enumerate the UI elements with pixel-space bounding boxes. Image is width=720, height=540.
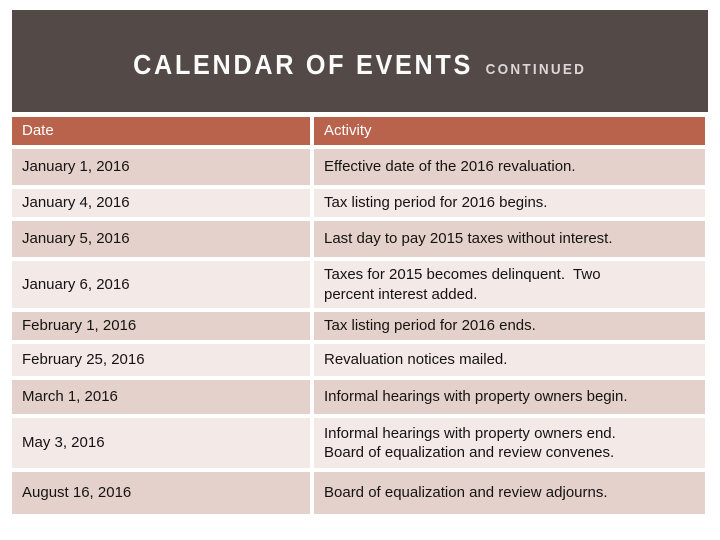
date-cell: February 1, 2016 xyxy=(12,312,310,341)
slide-title: CALENDAR OF EVENTS xyxy=(133,49,474,80)
date-cell: January 1, 2016 xyxy=(12,148,310,185)
activity-cell: Revaluation notices mailed. xyxy=(314,344,705,377)
date-cell: May 3, 2016 xyxy=(12,418,310,469)
activity-cell: Informal hearings with property owners b… xyxy=(314,380,705,415)
date-cell: February 25, 2016 xyxy=(12,344,310,377)
activity-cell: Tax listing period for 2016 begins. xyxy=(314,188,705,217)
activity-cell: Informal hearings with property owners e… xyxy=(314,418,705,469)
header-cell-date: Date xyxy=(12,117,310,145)
date-cell: January 5, 2016 xyxy=(12,220,310,257)
date-cell: January 6, 2016 xyxy=(12,260,310,309)
slide-subtitle: CONTINUED xyxy=(485,61,587,78)
slide-heading: CALENDAR OF EVENTS CONTINUED xyxy=(134,49,587,81)
activity-cell: Last day to pay 2015 taxes without inter… xyxy=(314,220,705,257)
header-cell-activity: Activity xyxy=(314,117,705,145)
activity-cell: Effective date of the 2016 revaluation. xyxy=(314,148,705,185)
activity-cell: Board of equalization and review adjourn… xyxy=(314,472,705,515)
activity-cell: Taxes for 2015 becomes delinquent. Two p… xyxy=(314,260,705,309)
date-cell: August 16, 2016 xyxy=(12,472,310,515)
activity-cell: Tax listing period for 2016 ends. xyxy=(314,312,705,341)
date-cell: January 4, 2016 xyxy=(12,188,310,217)
date-cell: March 1, 2016 xyxy=(12,380,310,415)
events-table: Date Activity January 1, 2016 Effective … xyxy=(12,117,705,515)
title-band: CALENDAR OF EVENTS CONTINUED xyxy=(12,10,708,112)
